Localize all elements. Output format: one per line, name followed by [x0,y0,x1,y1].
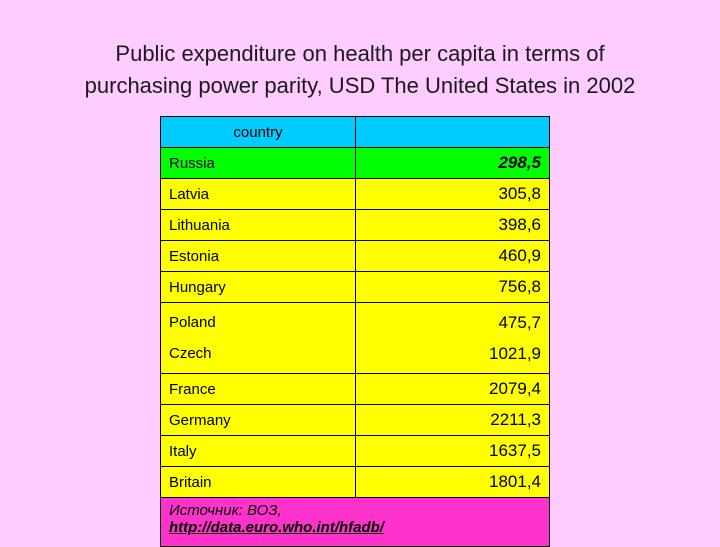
value-cell-merged: 475,7 1021,9 [355,302,550,374]
table-row: Britain 1801,4 [160,466,550,498]
table-row: Latvia 305,8 [160,178,550,210]
country-cell: Hungary [160,271,356,303]
header-value [355,116,550,148]
value-cell: 2079,4 [355,373,550,405]
table-row: Estonia 460,9 [160,240,550,272]
country-cell: Lithuania [160,209,356,241]
source-link[interactable]: http://data.euro.who.int/hfadb/ [169,519,384,536]
value-cell: 298,5 [355,147,550,179]
country-cell-merged: Poland Czech [160,302,356,374]
value-cell: 398,6 [355,209,550,241]
table-row: Hungary 756,8 [160,271,550,303]
table-header-row: country [160,116,550,148]
header-country: country [160,116,356,148]
value-cell: 756,8 [355,271,550,303]
title-line-2: purchasing power parity, USD The United … [84,73,636,98]
country-cell: Czech [169,345,212,362]
value-cell: 1637,5 [355,435,550,467]
title-line-1: Public expenditure on health per capita … [115,41,605,66]
value-cell: 1801,4 [355,466,550,498]
value-cell: 2211,3 [355,404,550,436]
value-cell: 305,8 [355,178,550,210]
page-title: Public expenditure on health per capita … [0,38,720,102]
source-cell: Источник: ВОЗ, http://data.euro.who.int/… [160,497,550,547]
table-row: Germany 2211,3 [160,404,550,436]
country-cell: Italy [160,435,356,467]
country-cell: Britain [160,466,356,498]
table-row: France 2079,4 [160,373,550,405]
country-cell: Germany [160,404,356,436]
value-cell: 1021,9 [489,344,541,363]
expenditure-table: country Russia 298,5 Latvia 305,8 Lithua… [160,116,550,547]
value-cell: 460,9 [355,240,550,272]
table-row: Lithuania 398,6 [160,209,550,241]
table-row: Italy 1637,5 [160,435,550,467]
value-cell: 475,7 [498,313,541,332]
source-row: Источник: ВОЗ, http://data.euro.who.int/… [160,497,550,547]
country-cell: Estonia [160,240,356,272]
table-row: Russia 298,5 [160,147,550,179]
country-cell: Latvia [160,178,356,210]
country-cell: Poland [169,314,216,331]
country-cell: France [160,373,356,405]
table-row-merged: Poland Czech 475,7 1021,9 [160,302,550,374]
source-label: Источник: ВОЗ, [169,502,282,519]
country-cell: Russia [160,147,356,179]
